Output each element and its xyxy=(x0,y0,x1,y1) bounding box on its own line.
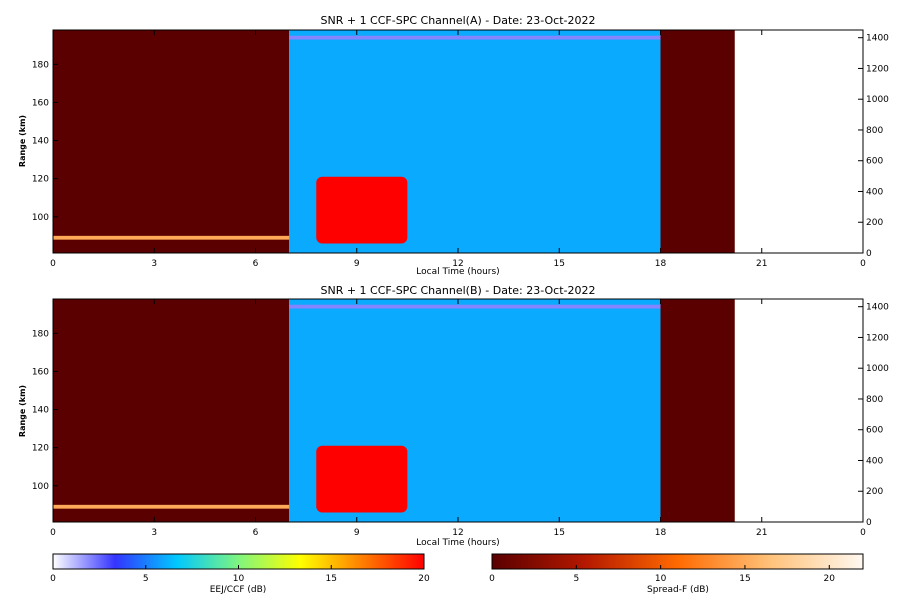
y-tick-label: 180 xyxy=(32,329,49,339)
chart-title: SNR + 1 CCF-SPC Channel(B) - Date: 23-Oc… xyxy=(320,284,595,297)
layer-eej/ccf xyxy=(316,445,408,513)
right-y-tick-label: 200 xyxy=(866,218,883,228)
x-tick-label: 18 xyxy=(655,528,667,538)
x-tick-label: 3 xyxy=(151,528,157,538)
y-tick-label: 180 xyxy=(32,60,49,70)
x-tick-label: 0 xyxy=(50,528,56,538)
y-tick-label: 120 xyxy=(32,444,49,454)
region-spread-f xyxy=(660,30,735,253)
panel-channel-a: SNR + 1 CCF-SPC Channel(A) - Date: 23-Oc… xyxy=(18,14,889,277)
colorbar-tick-label: 0 xyxy=(489,574,495,584)
colorbar-spread-f: 0 5 10 15 20 Spread-F (dB) xyxy=(489,553,864,595)
layer-spread-f xyxy=(53,504,290,509)
x-tick-label: 21 xyxy=(756,528,767,538)
right-y-tick-label: 1000 xyxy=(866,95,889,105)
y-tick-label: 160 xyxy=(32,367,49,377)
x-tick-label: 9 xyxy=(354,528,360,538)
y-tick-label: 160 xyxy=(32,98,49,108)
right-y-tick-label: 800 xyxy=(866,395,883,405)
x-tick-label: 6 xyxy=(253,528,259,538)
right-y-tick-label: 600 xyxy=(866,426,883,436)
y-tick-label: 140 xyxy=(32,406,49,416)
x-tick-label: 15 xyxy=(554,528,565,538)
colorbar-tick-label: 10 xyxy=(233,574,245,584)
layer-spread-f xyxy=(53,235,290,240)
x-tick-label: 15 xyxy=(554,259,565,269)
right-y-tick-label: 800 xyxy=(866,126,883,136)
y-tick-label: 100 xyxy=(32,482,49,492)
colorbar-eej-ccf: 0 5 10 15 20 EEJ/CCF (dB) xyxy=(50,553,430,595)
right-y-tick-label: 1400 xyxy=(866,34,889,44)
colorbar-tick-label: 10 xyxy=(655,574,667,584)
colorbar-tick-label: 20 xyxy=(824,574,836,584)
chart-title: SNR + 1 CCF-SPC Channel(A) - Date: 23-Oc… xyxy=(321,14,596,27)
region-spread-f xyxy=(53,299,290,522)
x-tick-label: 9 xyxy=(354,259,360,269)
colorbar-tick-label: 15 xyxy=(326,574,337,584)
y-tick-label: 100 xyxy=(32,213,49,223)
colorbar-gradient xyxy=(491,553,864,570)
right-y-tick-label: 1200 xyxy=(866,64,889,74)
right-y-tick-label: 400 xyxy=(866,187,883,197)
colorbar-label: EEJ/CCF (dB) xyxy=(210,585,267,595)
x-tick-label: 0 xyxy=(50,259,56,269)
region-spread-f xyxy=(660,299,735,522)
right-y-tick-label: 600 xyxy=(866,157,883,167)
y-tick-label: 140 xyxy=(32,137,49,147)
y-axis-label: Range (km) xyxy=(18,115,27,167)
right-y-tick-label: 200 xyxy=(866,487,883,497)
layer-eej/ccf xyxy=(289,304,661,309)
layer-eej/ccf xyxy=(289,35,661,40)
y-tick-label: 120 xyxy=(32,175,49,185)
right-y-tick-label: 0 xyxy=(866,518,872,528)
colorbar-tick-label: 5 xyxy=(573,574,579,584)
colorbar-tick-label: 5 xyxy=(143,574,149,584)
x-tick-label: 12 xyxy=(452,528,463,538)
x-tick-label: 3 xyxy=(151,259,157,269)
x-tick-label: 0 xyxy=(860,528,866,538)
colorbar-tick-label: 15 xyxy=(739,574,750,584)
right-y-tick-label: 1000 xyxy=(866,364,889,374)
x-axis-label: Local Time (hours) xyxy=(416,538,499,548)
panel-channel-b: SNR + 1 CCF-SPC Channel(B) - Date: 23-Oc… xyxy=(18,284,889,548)
region-spread-f xyxy=(53,30,290,253)
colorbar-label: Spread-F (dB) xyxy=(647,585,709,595)
right-y-tick-label: 1200 xyxy=(866,333,889,343)
x-tick-label: 18 xyxy=(655,259,667,269)
right-y-tick-label: 1400 xyxy=(866,303,889,313)
x-axis-label: Local Time (hours) xyxy=(416,267,499,277)
colorbar-tick-label: 0 xyxy=(50,574,56,584)
layer-eej/ccf xyxy=(316,176,408,244)
colorbar-tick-label: 20 xyxy=(418,574,430,584)
right-y-tick-label: 0 xyxy=(866,249,872,259)
x-tick-label: 21 xyxy=(756,259,767,269)
y-axis-label: Range (km) xyxy=(18,385,27,437)
x-tick-label: 0 xyxy=(860,259,866,269)
x-tick-label: 12 xyxy=(452,259,463,269)
right-y-tick-label: 400 xyxy=(866,456,883,466)
x-tick-label: 6 xyxy=(253,259,259,269)
